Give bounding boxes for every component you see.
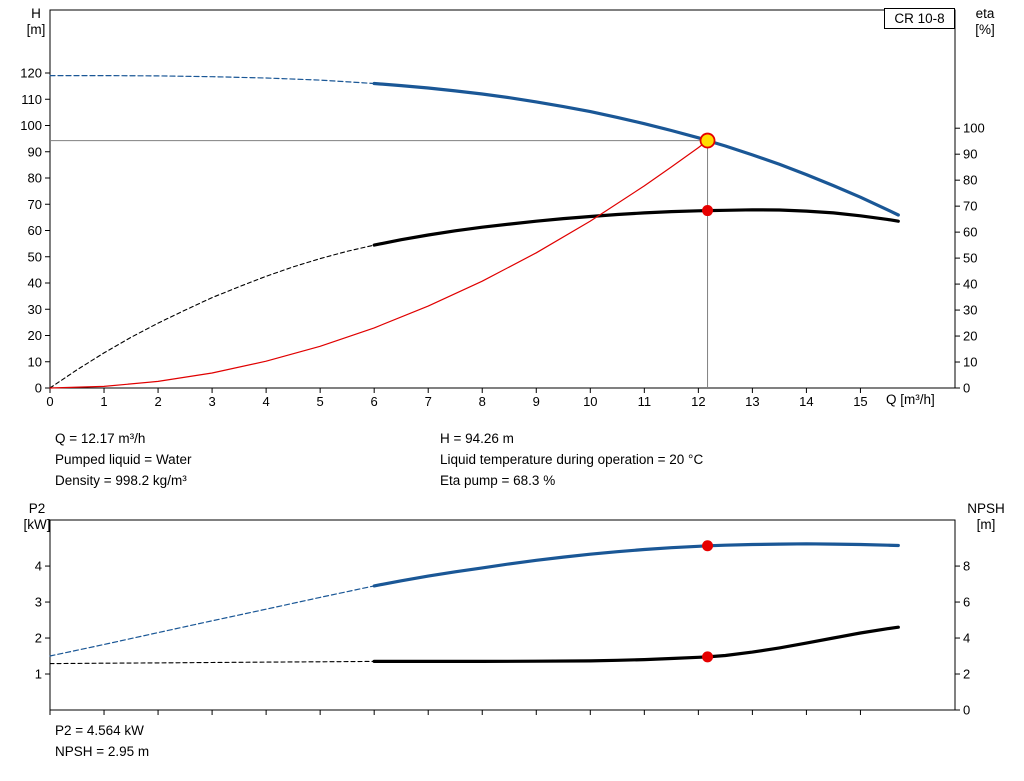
y-left-tick-label: 0: [35, 381, 42, 396]
h-axis-symbol: H: [31, 6, 41, 21]
duty-point-npsh: [702, 651, 714, 663]
chart-frame: [49, 9, 956, 389]
y-right-tick-label: 40: [963, 277, 977, 292]
y-right-tick-label: 6: [963, 595, 970, 610]
duty-point-head: [699, 132, 716, 149]
y-left-tick-label: 70: [28, 197, 42, 212]
info-eta-pump: Eta pump = 68.3 %: [440, 473, 556, 488]
y-right-tick-label: 20: [963, 329, 977, 344]
npsh-curve-extrapolated: [49, 660, 375, 665]
q-axis-label: Q [m³/h]: [886, 392, 935, 407]
x-tick-label: 2: [154, 394, 161, 409]
y-left-tick-label: 10: [28, 354, 42, 369]
info-p2: P2 = 4.564 kW: [55, 723, 144, 738]
chart-frame: [49, 519, 956, 711]
y-left-tick-label: 1: [35, 667, 42, 682]
info-flow: Q = 12.17 m³/h: [55, 431, 146, 446]
x-tick-label: 14: [799, 394, 813, 409]
x-tick-label: 5: [317, 394, 324, 409]
p2-axis-unit: [kW]: [23, 517, 51, 532]
operating-point-info-left: Q = 12.17 m³/h Pumped liquid = Water Den…: [55, 428, 191, 491]
npsh-curve: [372, 625, 900, 664]
p2-curve: [372, 542, 900, 588]
y-right-tick-label: 2: [963, 667, 970, 682]
p2-axis-label: P2 [kW]: [17, 501, 57, 533]
h-axis-label: H [m]: [18, 6, 54, 38]
y-right-tick-label: 70: [963, 199, 977, 214]
y-right-tick-label: 4: [963, 631, 970, 646]
y-left-tick-label: 4: [35, 559, 42, 574]
system-curve: [49, 140, 709, 389]
x-tick-label: 0: [46, 394, 53, 409]
info-pumped-liquid: Pumped liquid = Water: [55, 452, 192, 467]
y-left-tick-label: 3: [35, 595, 42, 610]
p2-axis-symbol: P2: [28, 501, 46, 516]
y-right-tick-label: 60: [963, 225, 977, 240]
duty-point-efficiency: [702, 205, 714, 217]
y-right-tick-label: 10: [963, 355, 977, 370]
h-axis-unit: [m]: [26, 22, 46, 37]
y-left-tick-label: 110: [21, 92, 42, 107]
info-density: Density = 998.2 kg/m³: [55, 473, 187, 488]
x-tick-label: 15: [853, 394, 867, 409]
x-tick-label: 1: [100, 394, 107, 409]
y-right-tick-label: 80: [963, 173, 977, 188]
npsh-axis-symbol: NPSH: [967, 501, 1005, 516]
y-right-tick-label: 8: [963, 559, 970, 574]
eta-axis-symbol: eta: [975, 6, 995, 21]
x-tick-label: 7: [425, 394, 432, 409]
y-left-tick-label: 2: [35, 631, 42, 646]
y-left-tick-label: 100: [20, 118, 42, 133]
p2-curve-extrapolated: [49, 585, 375, 657]
y-right-tick-label: 0: [963, 703, 970, 718]
x-tick-label: 6: [371, 394, 378, 409]
x-tick-label: 3: [208, 394, 215, 409]
x-tick-label: 9: [533, 394, 540, 409]
eta-axis-label: eta [%]: [963, 6, 1007, 38]
y-left-tick-label: 40: [28, 276, 42, 291]
x-tick-label: 4: [263, 394, 270, 409]
y-left-tick-label: 60: [28, 223, 42, 238]
efficiency-curve-extrapolated: [49, 244, 375, 389]
info-liquid-temperature: Liquid temperature during operation = 20…: [440, 452, 704, 467]
x-tick-label: 8: [479, 394, 486, 409]
y-right-tick-label: 0: [963, 381, 970, 396]
y-left-tick-label: 30: [28, 302, 42, 317]
x-tick-label: 12: [691, 394, 705, 409]
pump-model-badge: CR 10-8: [884, 8, 955, 29]
npsh-axis-label: NPSH [m]: [956, 501, 1016, 533]
operating-point-info-right: H = 94.26 m Liquid temperature during op…: [440, 428, 703, 491]
x-tick-label: 11: [638, 394, 652, 409]
info-head: H = 94.26 m: [440, 431, 514, 446]
y-right-tick-label: 50: [963, 251, 977, 266]
y-left-tick-label: 20: [28, 328, 42, 343]
y-left-tick-label: 120: [20, 66, 42, 81]
y-right-tick-label: 100: [963, 121, 985, 136]
result-info: P2 = 4.564 kW NPSH = 2.95 m: [55, 720, 149, 762]
y-left-tick-label: 90: [28, 144, 42, 159]
eta-axis-unit: [%]: [975, 22, 995, 37]
y-right-tick-label: 30: [963, 303, 977, 318]
head-curve: [372, 81, 900, 217]
x-tick-label: 13: [745, 394, 759, 409]
info-npsh: NPSH = 2.95 m: [55, 744, 150, 759]
x-tick-label: 10: [583, 394, 597, 409]
y-right-tick-label: 90: [963, 147, 977, 162]
y-left-tick-label: 80: [28, 171, 42, 186]
head-curve-extrapolated: [49, 74, 375, 85]
npsh-axis-unit: [m]: [976, 517, 996, 532]
y-left-tick-label: 50: [28, 249, 42, 264]
duty-point-p2: [702, 540, 714, 552]
efficiency-curve: [372, 208, 900, 247]
